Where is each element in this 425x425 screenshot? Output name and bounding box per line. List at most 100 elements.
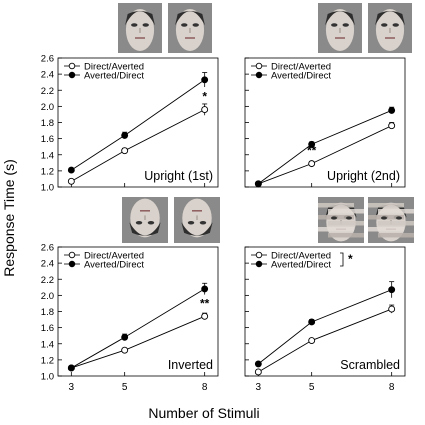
face-eye-left	[331, 23, 338, 27]
data-point	[388, 305, 396, 313]
y-tick-label: 1.2	[41, 355, 54, 366]
face-inverted-averted-direct-image	[174, 197, 220, 243]
data-point	[308, 337, 316, 344]
scramble-stripe	[378, 209, 414, 214]
series-line	[258, 289, 392, 365]
y-tick-label: 1.2	[41, 166, 54, 177]
face-hair	[175, 11, 205, 26]
legend-marker	[255, 71, 263, 79]
data-point	[121, 346, 129, 354]
data-point	[201, 76, 209, 84]
scramble-stripe	[328, 233, 364, 238]
y-tick-label: 1.0	[41, 372, 54, 383]
scramble-stripe	[328, 221, 364, 226]
y-tick-label: 1.0	[41, 183, 54, 194]
legend-marker	[255, 251, 263, 259]
scramble-stripe	[318, 203, 354, 208]
face-eye-right	[346, 216, 352, 220]
legend-label: Direct/Averted	[84, 251, 144, 262]
legend-marker	[68, 260, 76, 268]
face-eye-left	[131, 23, 138, 27]
data-point	[388, 122, 396, 130]
face-eye-right	[396, 216, 402, 220]
data-point	[388, 106, 396, 114]
data-point	[67, 166, 75, 174]
data-point	[388, 286, 396, 294]
significance-label: **	[307, 144, 317, 158]
face-scrambled-direct-averted-image	[318, 197, 364, 243]
legend-marker	[68, 62, 76, 70]
face-inverted-direct-averted-image	[122, 197, 168, 243]
face-eye-right	[392, 23, 399, 27]
y-tick-label: 1.6	[41, 134, 54, 145]
legend-marker	[68, 71, 76, 79]
x-tick-label: 5	[122, 382, 128, 393]
y-tick-label: 2.2	[41, 86, 54, 97]
significance-label: *	[122, 131, 127, 145]
data-point	[254, 180, 262, 188]
data-point	[254, 360, 262, 368]
scramble-stripe	[318, 227, 354, 232]
face-eye-right	[142, 23, 149, 27]
y-tick-label: 2.6	[41, 243, 54, 254]
face-eye-right	[147, 221, 155, 225]
chart-panel: 1.0 1.2 1.4 1.6 1.8 2.0 2.2 2.4 2.6 3 5 8 ** Direct/A…	[41, 197, 220, 393]
y-tick-label: 2.0	[41, 291, 54, 302]
face-direct-averted-image	[118, 3, 162, 53]
x-tick-label: 3	[69, 382, 75, 393]
legend-marker	[68, 251, 76, 259]
x-tick-label: 8	[389, 382, 395, 393]
legend-label: Averted/Direct	[84, 260, 144, 271]
legend-label: Averted/Direct	[84, 71, 144, 82]
face-hair	[125, 11, 155, 26]
face-hair	[375, 11, 405, 26]
data-point	[254, 368, 262, 376]
y-tick-label: 2.4	[41, 259, 54, 270]
y-tick-label: 2.2	[41, 275, 54, 286]
face-hair	[325, 11, 355, 26]
legend-marker	[255, 260, 263, 268]
y-tick-label: 1.8	[41, 118, 54, 129]
panel-label: Upright (2nd)	[327, 169, 400, 183]
face-eye-left	[187, 221, 195, 225]
chart-panel: 1.0 1.2 1.4 1.6 1.8 2.0 2.2 2.4 2.6 * * Direct/Aver…	[41, 3, 219, 194]
scramble-stripe	[378, 233, 414, 238]
y-axis-title: Response Time (s)	[1, 159, 17, 276]
face-hair	[375, 204, 407, 218]
data-point	[201, 285, 209, 293]
legend-label: Direct/Averted	[271, 251, 331, 262]
series-line	[71, 79, 205, 171]
panel-label: Upright (1st)	[144, 169, 213, 183]
legend-bracket	[340, 252, 344, 267]
data-point	[308, 160, 316, 168]
y-tick-label: 1.8	[41, 307, 54, 318]
data-point	[308, 140, 316, 148]
face-eye-right	[342, 23, 349, 27]
x-tick-label: 3	[256, 382, 262, 393]
data-point	[308, 318, 316, 326]
x-axis-title: Number of Stimuli	[148, 405, 259, 421]
scramble-stripe	[378, 221, 414, 226]
scramble-stripe	[368, 227, 404, 232]
face-averted-direct-image	[168, 3, 212, 53]
face-hair	[181, 222, 213, 236]
data-point	[201, 106, 209, 114]
legend-marker	[255, 62, 263, 70]
y-tick-label: 1.4	[41, 150, 54, 161]
face-eye-left	[381, 23, 388, 27]
legend-label: Direct/Averted	[271, 62, 331, 73]
face-hair	[325, 204, 357, 218]
panel-label: Scrambled	[340, 358, 400, 372]
series-line	[71, 288, 205, 369]
data-point	[121, 147, 129, 155]
face-eye-right	[192, 23, 199, 27]
face-averted-direct-image	[368, 3, 412, 53]
panel-label: Inverted	[168, 358, 213, 372]
scramble-stripe	[328, 209, 364, 214]
significance-label: **	[200, 296, 210, 310]
face-hair	[129, 222, 161, 236]
face-direct-averted-image	[318, 3, 362, 53]
